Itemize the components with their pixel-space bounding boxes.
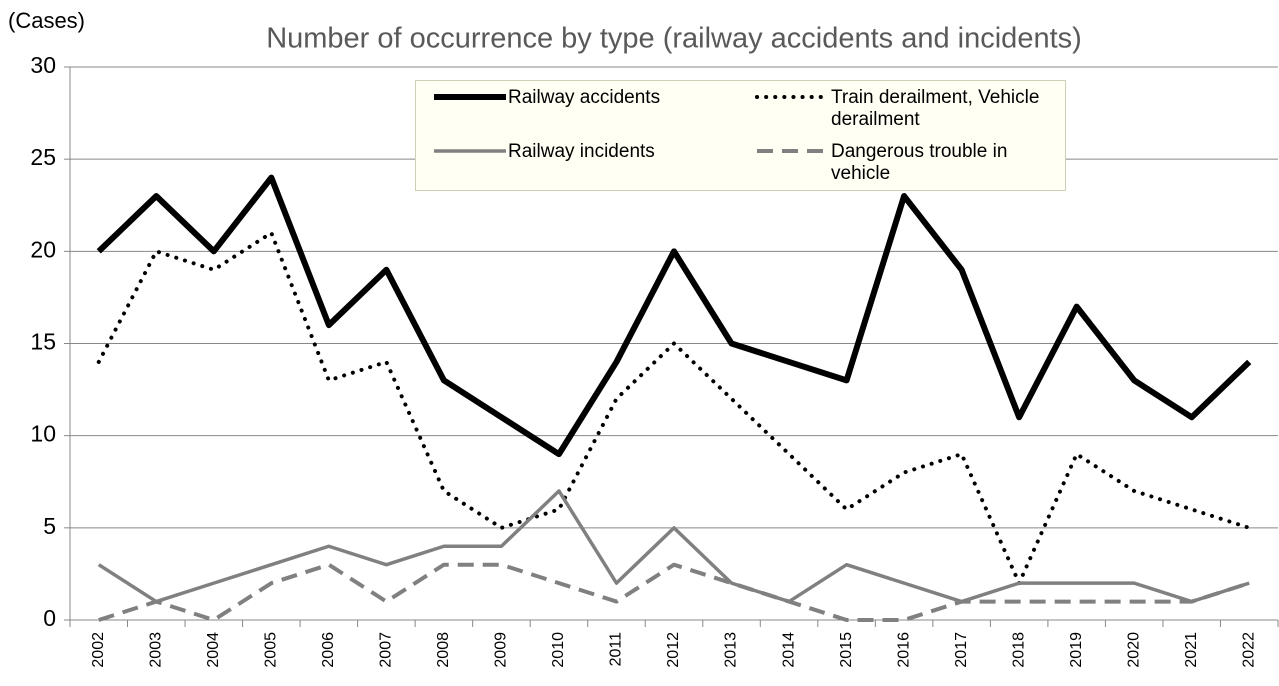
y-tick-label: 20	[30, 236, 56, 262]
x-tick-label: 2012	[665, 632, 682, 668]
x-tick-label: 2005	[263, 632, 280, 668]
legend-label: Train derailment, Vehicle derailment	[831, 87, 1040, 130]
x-tick-label: 2002	[90, 632, 107, 668]
x-tick-label: 2020	[1125, 632, 1142, 668]
x-tick-label: 2009	[493, 632, 510, 668]
x-tick-label: 2019	[1068, 632, 1085, 668]
x-tick-label: 2021	[1183, 632, 1200, 668]
x-tick-label: 2022	[1240, 632, 1257, 668]
y-tick-label: 10	[30, 421, 56, 447]
legend-item: Railway incidents	[432, 141, 723, 163]
y-tick-label: 25	[30, 144, 56, 170]
x-tick-label: 2017	[953, 632, 970, 668]
legend-label: Railway accidents	[508, 87, 661, 108]
x-tick-label: 2007	[378, 632, 395, 668]
legend-swatch	[757, 149, 829, 153]
x-tick-label: 2003	[148, 632, 165, 668]
x-tick-label: 2008	[435, 632, 452, 668]
y-tick-label: 0	[43, 605, 56, 631]
y-axis-label: (Cases)	[8, 8, 85, 33]
x-tick-label: 2010	[550, 632, 567, 668]
x-tick-label: 2011	[608, 632, 625, 667]
x-tick-label: 2018	[1010, 632, 1027, 668]
legend-swatch	[434, 94, 506, 100]
legend-item: Train derailment, Vehicle derailment	[755, 87, 1046, 131]
x-tick-label: 2013	[723, 632, 740, 668]
data-line	[96, 174, 1252, 458]
legend-swatch	[755, 95, 831, 99]
legend-label: Dangerous trouble in vehicle	[831, 141, 1008, 184]
chart-title: Number of occurrence by type (railway ac…	[266, 23, 1082, 55]
data-line	[96, 230, 1252, 586]
x-tick-label: 2016	[895, 632, 912, 668]
y-tick-label: 5	[43, 513, 56, 539]
legend-item: Dangerous trouble in vehicle	[755, 141, 1046, 185]
legend-item: Railway accidents	[432, 87, 723, 109]
legend-label: Railway incidents	[508, 141, 655, 162]
legend-swatch	[434, 149, 506, 153]
x-tick-label: 2006	[320, 632, 337, 668]
x-tick-label: 2014	[780, 632, 797, 668]
x-tick-label: 2004	[205, 632, 222, 668]
data-line	[97, 489, 1250, 604]
y-tick-label: 15	[30, 329, 56, 355]
data-line	[98, 562, 1250, 622]
x-tick-label: 2015	[838, 632, 855, 668]
y-tick-label: 30	[30, 52, 56, 78]
legend: Railway accidents Train derailment, Vehic…	[415, 80, 1066, 191]
